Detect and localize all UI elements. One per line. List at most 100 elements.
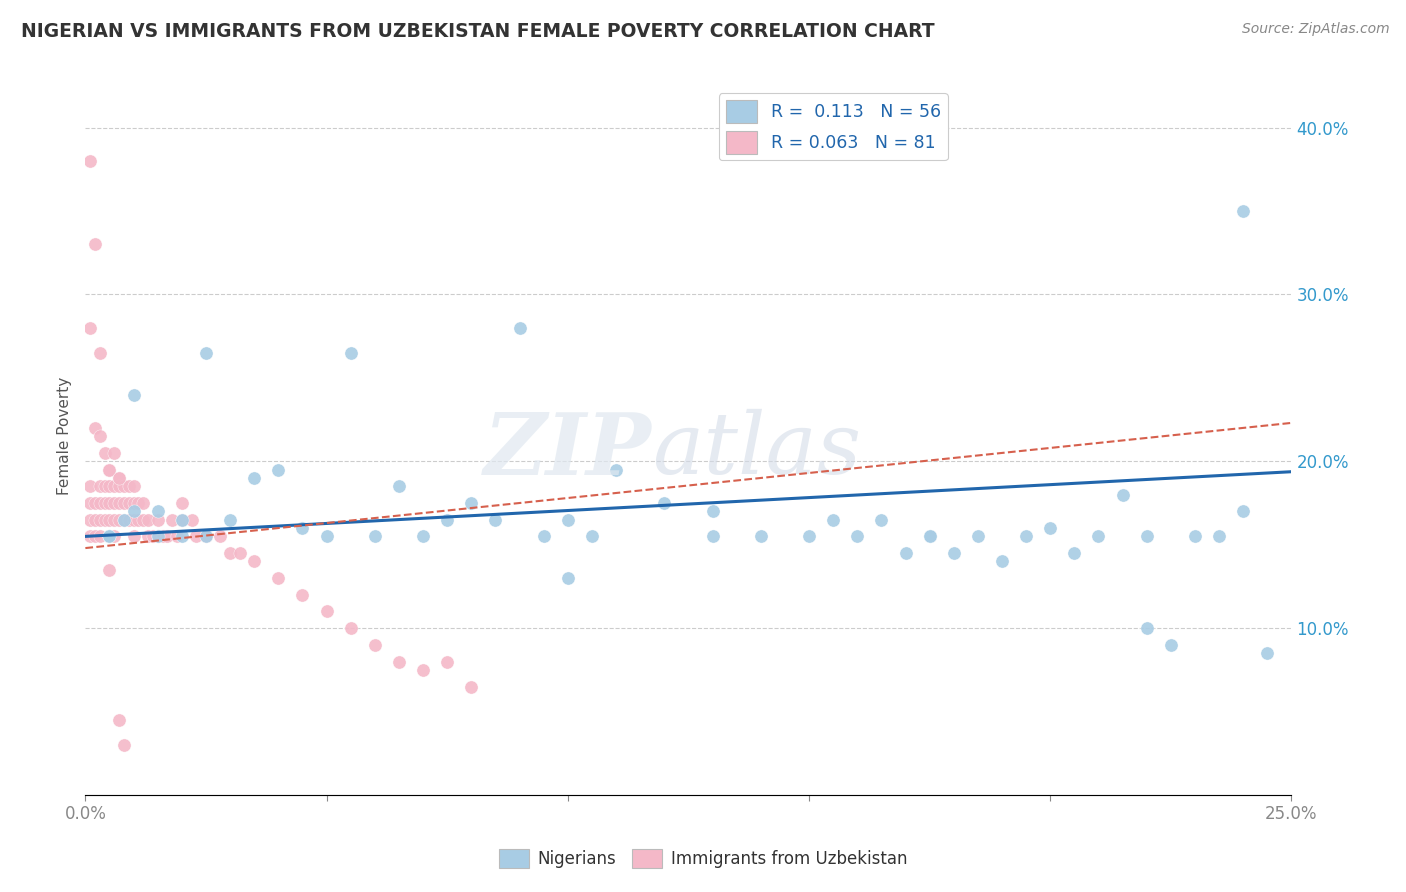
Point	[484, 513, 506, 527]
Point	[108, 479, 131, 493]
Point	[122, 387, 145, 401]
Point	[749, 529, 772, 543]
Point	[98, 462, 121, 476]
Point	[112, 479, 135, 493]
Point	[1232, 504, 1254, 518]
Legend: Nigerians, Immigrants from Uzbekistan: Nigerians, Immigrants from Uzbekistan	[492, 842, 914, 875]
Point	[89, 513, 111, 527]
Point	[146, 529, 169, 543]
Point	[209, 529, 232, 543]
Point	[1256, 646, 1278, 660]
Point	[652, 496, 675, 510]
Point	[79, 479, 101, 493]
Point	[243, 471, 266, 485]
Point	[118, 513, 141, 527]
Point	[388, 479, 411, 493]
Point	[967, 529, 990, 543]
Point	[89, 346, 111, 360]
Point	[79, 529, 101, 543]
Point	[108, 513, 131, 527]
Point	[1039, 521, 1062, 535]
Point	[1208, 529, 1230, 543]
Point	[160, 513, 183, 527]
Point	[136, 513, 159, 527]
Point	[315, 605, 337, 619]
Point	[823, 513, 845, 527]
Point	[1087, 529, 1109, 543]
Point	[291, 588, 314, 602]
Point	[103, 529, 125, 543]
Point	[942, 546, 965, 560]
Point	[509, 320, 531, 334]
Point	[89, 529, 111, 543]
Point	[1184, 529, 1206, 543]
Point	[122, 513, 145, 527]
Point	[1111, 488, 1133, 502]
Point	[103, 446, 125, 460]
Point	[89, 429, 111, 443]
Point	[136, 529, 159, 543]
Point	[98, 529, 121, 543]
Point	[894, 546, 917, 560]
Point	[170, 513, 193, 527]
Point	[122, 529, 145, 543]
Point	[1160, 638, 1182, 652]
Point	[1136, 621, 1159, 635]
Point	[122, 504, 145, 518]
Point	[1063, 546, 1085, 560]
Point	[84, 513, 107, 527]
Point	[93, 496, 115, 510]
Point	[89, 479, 111, 493]
Point	[581, 529, 603, 543]
Point	[103, 479, 125, 493]
Point	[98, 513, 121, 527]
Point	[315, 529, 337, 543]
Point	[84, 237, 107, 252]
Point	[557, 513, 579, 527]
Point	[219, 513, 242, 527]
Point	[702, 504, 724, 518]
Text: NIGERIAN VS IMMIGRANTS FROM UZBEKISTAN FEMALE POVERTY CORRELATION CHART: NIGERIAN VS IMMIGRANTS FROM UZBEKISTAN F…	[21, 22, 935, 41]
Point	[195, 529, 218, 543]
Point	[84, 529, 107, 543]
Point	[122, 479, 145, 493]
Point	[195, 529, 218, 543]
Point	[93, 479, 115, 493]
Point	[412, 529, 434, 543]
Point	[108, 471, 131, 485]
Point	[180, 513, 202, 527]
Point	[533, 529, 555, 543]
Y-axis label: Female Poverty: Female Poverty	[58, 377, 72, 495]
Point	[1136, 529, 1159, 543]
Point	[918, 529, 941, 543]
Point	[291, 521, 314, 535]
Point	[112, 496, 135, 510]
Point	[605, 462, 627, 476]
Point	[870, 513, 893, 527]
Point	[112, 513, 135, 527]
Point	[146, 513, 169, 527]
Point	[93, 446, 115, 460]
Point	[219, 546, 242, 560]
Point	[89, 496, 111, 510]
Point	[166, 529, 188, 543]
Point	[170, 529, 193, 543]
Point	[702, 529, 724, 543]
Text: ZIP: ZIP	[484, 409, 652, 492]
Point	[267, 571, 290, 585]
Point	[918, 529, 941, 543]
Point	[557, 571, 579, 585]
Point	[156, 529, 179, 543]
Point	[127, 513, 149, 527]
Point	[112, 513, 135, 527]
Point	[339, 346, 361, 360]
Point	[229, 546, 252, 560]
Point	[132, 513, 155, 527]
Point	[103, 496, 125, 510]
Point	[84, 421, 107, 435]
Point	[388, 655, 411, 669]
Point	[108, 713, 131, 727]
Text: atlas: atlas	[652, 409, 862, 492]
Point	[195, 346, 218, 360]
Point	[127, 496, 149, 510]
